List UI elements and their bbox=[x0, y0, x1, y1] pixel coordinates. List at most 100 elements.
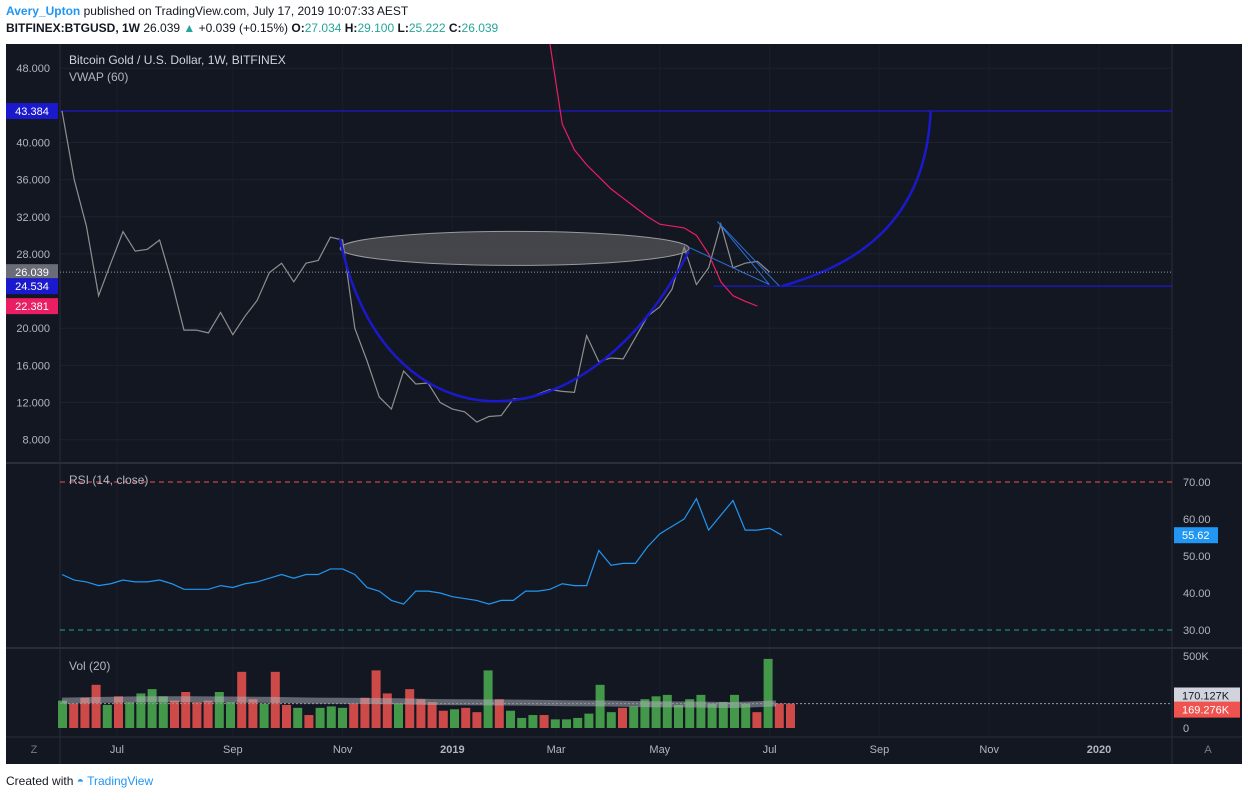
volume-bar bbox=[338, 707, 347, 728]
created-with-text: Created with bbox=[6, 774, 74, 788]
price-axis-label-box bbox=[6, 278, 58, 295]
rsi-label: RSI (14, close) bbox=[69, 473, 148, 487]
y-tick-label: 20.000 bbox=[16, 323, 50, 335]
y-tick-label: 8.000 bbox=[22, 435, 50, 447]
volume-bar bbox=[528, 715, 538, 728]
volume-bar bbox=[405, 689, 415, 728]
rsi-line bbox=[61, 497, 783, 605]
author-link[interactable]: Avery_Upton bbox=[6, 4, 81, 18]
volume-bar bbox=[304, 715, 314, 728]
volume-bar bbox=[293, 707, 303, 728]
volume-bar bbox=[640, 699, 650, 728]
volume-bar bbox=[394, 703, 403, 728]
volume-tick-label: 500K bbox=[1183, 651, 1209, 663]
volume-tick-label: 0 bbox=[1183, 723, 1189, 735]
volume-bar bbox=[506, 710, 515, 728]
tradingview-logo-icon[interactable]: ◓ bbox=[76, 774, 84, 788]
volume-bar bbox=[214, 692, 224, 728]
price-axis-label: 22.381 bbox=[15, 301, 49, 313]
volume-bar bbox=[483, 670, 493, 728]
y-tick-label: 28.000 bbox=[16, 249, 50, 261]
volume-last-label: 169.276K bbox=[1182, 705, 1230, 717]
y-tick-label: 32.000 bbox=[16, 212, 50, 224]
rsi-value-box bbox=[1174, 527, 1218, 544]
x-tick-label: 2020 bbox=[1087, 744, 1111, 756]
volume-bar bbox=[349, 703, 359, 728]
x-tick-label: Jul bbox=[110, 744, 124, 756]
open-value: 27.034 bbox=[304, 21, 342, 35]
volume-bar bbox=[282, 704, 291, 728]
cup-rim-ellipse bbox=[339, 230, 690, 266]
volume-bar bbox=[181, 692, 191, 728]
volume-bar bbox=[58, 700, 67, 728]
volume-bar bbox=[192, 702, 202, 728]
volume-bar bbox=[618, 707, 627, 728]
symbol-info: BITFINEX:BTGUSD, 1W 26.039 ▲ +0.039 (+0.… bbox=[6, 21, 498, 35]
footer: Created with ◓ TradingView bbox=[6, 774, 153, 788]
volume-bar bbox=[125, 702, 135, 728]
volume-bar bbox=[416, 699, 426, 728]
price-axis-label-box bbox=[6, 103, 58, 120]
volume-bar bbox=[472, 712, 482, 728]
volume-bar bbox=[539, 715, 549, 728]
volume-bar bbox=[91, 684, 101, 728]
chart-background bbox=[6, 44, 1242, 764]
volume-bar bbox=[438, 710, 448, 728]
vwap-label: VWAP (60) bbox=[69, 70, 128, 84]
cup-curve bbox=[338, 238, 691, 403]
price-axis-label: 26.039 bbox=[15, 267, 49, 279]
high-value: 29.100 bbox=[357, 21, 395, 35]
x-tick-label: 2019 bbox=[440, 744, 464, 756]
y-tick-label: 16.000 bbox=[16, 360, 50, 372]
x-tick-label: Mar bbox=[547, 744, 566, 756]
volume-bar bbox=[382, 693, 392, 728]
price-line bbox=[61, 110, 770, 423]
x-tick-label: Nov bbox=[333, 744, 353, 756]
price-change: +0.039 (+0.15%) bbox=[198, 21, 289, 35]
open-label: O: bbox=[291, 21, 305, 35]
y-tick-label: 12.000 bbox=[16, 398, 50, 410]
publish-info: Avery_Upton published on TradingView.com… bbox=[6, 4, 408, 18]
volume-bar bbox=[741, 703, 751, 728]
volume-bar bbox=[69, 703, 79, 728]
volume-bar bbox=[573, 717, 583, 728]
price-axis-label-box bbox=[6, 264, 58, 281]
rsi-tick-label: 50.00 bbox=[1183, 551, 1211, 563]
auto-scale-a-icon: A bbox=[1204, 744, 1212, 756]
volume-ma-box bbox=[1174, 687, 1240, 704]
published-text: published on TradingView.com, July 17, 2… bbox=[83, 4, 409, 18]
volume-bar bbox=[203, 700, 213, 728]
volume-bar bbox=[606, 712, 616, 728]
zoom-z-icon: Z bbox=[31, 744, 38, 756]
volume-bar bbox=[102, 704, 112, 728]
volume-bar bbox=[248, 699, 258, 728]
volume-bar bbox=[80, 697, 90, 728]
volume-bar bbox=[718, 702, 728, 728]
handle-wedge bbox=[688, 221, 780, 287]
x-tick-label: Sep bbox=[223, 744, 243, 756]
up-arrow-icon: ▲ bbox=[183, 21, 196, 35]
volume-bar bbox=[763, 658, 773, 728]
volume-bar bbox=[696, 694, 706, 728]
volume-bar bbox=[786, 703, 795, 728]
rsi-tick-label: 70.00 bbox=[1183, 477, 1211, 489]
rsi-tick-label: 40.00 bbox=[1183, 588, 1211, 600]
last-price: 26.039 bbox=[143, 21, 181, 35]
volume-bar bbox=[562, 719, 571, 728]
volume-ma-line bbox=[61, 696, 777, 708]
volume-bar bbox=[730, 694, 739, 728]
price-axis-label: 24.534 bbox=[15, 281, 49, 293]
y-tick-label: 48.000 bbox=[16, 63, 50, 75]
high-label: H: bbox=[344, 21, 358, 35]
volume-bar bbox=[550, 719, 560, 728]
x-tick-label: Nov bbox=[979, 744, 999, 756]
tradingview-brand[interactable]: TradingView bbox=[87, 774, 154, 788]
volume-bar bbox=[494, 699, 504, 728]
volume-bar bbox=[461, 707, 471, 728]
volume-bar bbox=[662, 694, 672, 728]
rsi-value-label: 55.62 bbox=[1182, 530, 1210, 542]
volume-bar bbox=[158, 696, 168, 728]
rsi-tick-label: 60.00 bbox=[1183, 514, 1211, 526]
x-tick-label: Jul bbox=[763, 744, 777, 756]
